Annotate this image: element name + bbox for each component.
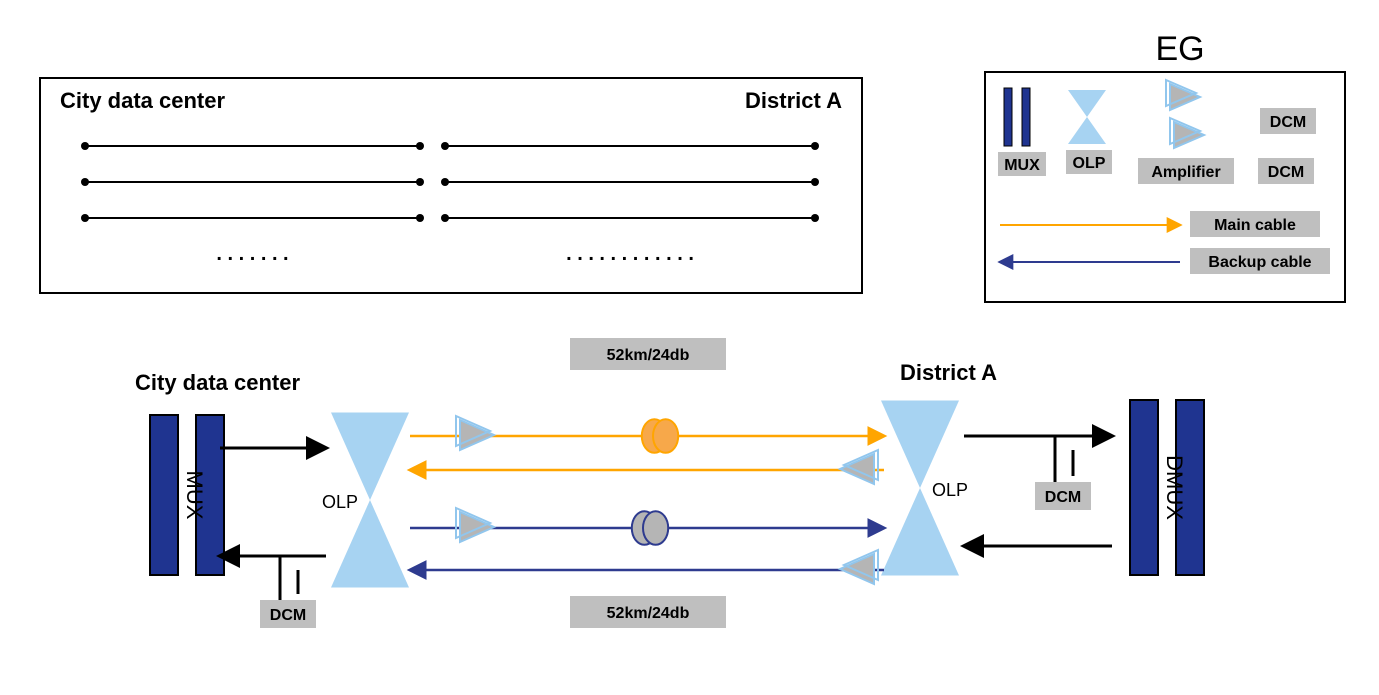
olp-left-label: OLP [322, 492, 358, 512]
endpoint-dot [81, 142, 89, 150]
endpoint-dot [416, 178, 424, 186]
legend-dcm2: DCM [1268, 164, 1304, 181]
endpoint-dot [441, 214, 449, 222]
dcm-right: DCM [1045, 489, 1081, 506]
endpoint-dot [811, 214, 819, 222]
ellipsis-right: . . . . . . . . . . . . [566, 243, 694, 265]
top-right-title: District A [745, 88, 842, 113]
legend-amp-label: Amplifier [1151, 164, 1220, 181]
legend-mux-label: MUX [1004, 157, 1040, 174]
endpoint-dot [416, 142, 424, 150]
olp-right-label: OLP [932, 480, 968, 500]
top-left-title: City data center [60, 88, 225, 113]
dcm-left: DCM [270, 607, 306, 624]
ellipsis-left: . . . . . . . [216, 243, 288, 265]
legend-main-label: Main cable [1214, 217, 1296, 234]
endpoint-dot [811, 178, 819, 186]
dmux-right-label: DMUX [1162, 455, 1187, 520]
mux-left-bar1 [150, 415, 178, 575]
legend-title: EG [1155, 30, 1204, 68]
legend-mux-bar [1004, 88, 1012, 146]
legend-olp-label: OLP [1073, 155, 1106, 172]
endpoint-dot [81, 214, 89, 222]
coil-main-b [653, 419, 678, 453]
legend-mux-bar [1022, 88, 1030, 146]
legend-backup-label: Backup cable [1208, 254, 1311, 271]
legend-dcm1: DCM [1270, 114, 1306, 131]
endpoint-dot [416, 214, 424, 222]
coil-backup-b [643, 511, 668, 545]
endpoint-dot [811, 142, 819, 150]
mux-left-label: MUX [182, 471, 207, 520]
main-bottom-km: 52km/24db [607, 605, 690, 622]
endpoint-dot [81, 178, 89, 186]
endpoint-dot [441, 142, 449, 150]
main-right-title: District A [900, 360, 997, 385]
main-top-km: 52km/24db [607, 347, 690, 364]
main-left-title: City data center [135, 370, 300, 395]
dmux-right-bar1 [1130, 400, 1158, 575]
endpoint-dot [441, 178, 449, 186]
